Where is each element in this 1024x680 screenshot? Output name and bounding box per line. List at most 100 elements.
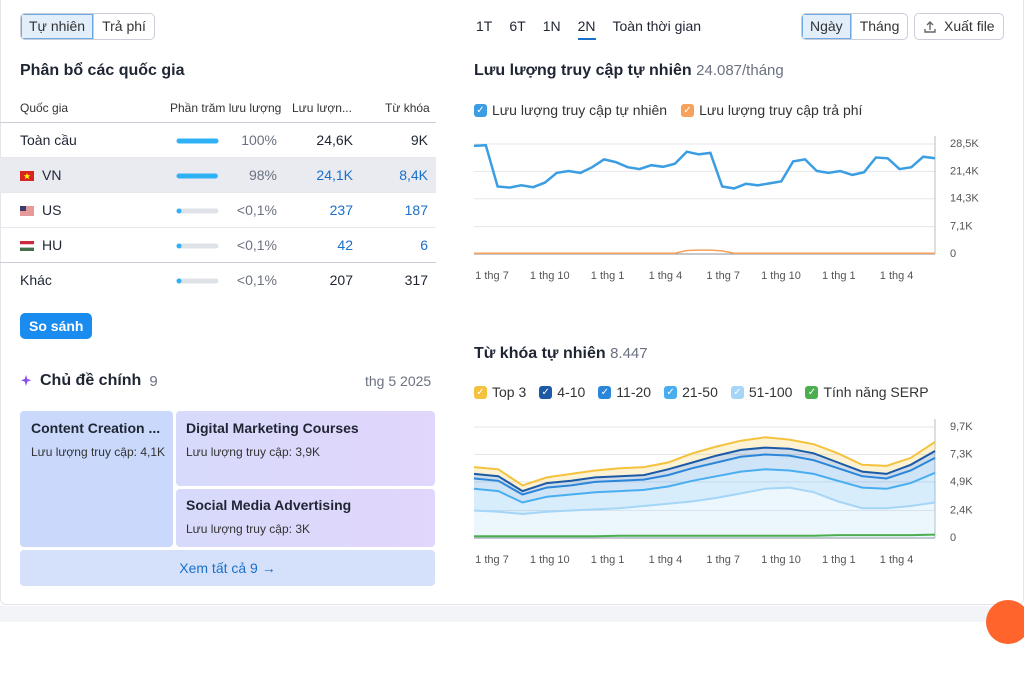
granularity-tab[interactable]: Tháng xyxy=(859,18,900,34)
traffic-value: 42 xyxy=(337,237,353,253)
sparkle-icon xyxy=(21,375,32,386)
topic-traffic: Lưu lượng truy cập: 4,1K xyxy=(31,445,166,459)
share-label: <0,1% xyxy=(236,237,277,253)
legend-item[interactable]: ✓ 51-100 xyxy=(730,384,793,400)
keywords-chart-title: Từ khóa tự nhiên xyxy=(474,345,606,362)
country-row[interactable]: US <0,1% 237 187 xyxy=(0,192,436,228)
source-tabs: Tự nhiên Trả phí xyxy=(20,13,155,40)
legend-item[interactable]: ✓ Top 3 xyxy=(474,384,526,400)
legend-label: Top 3 xyxy=(492,384,527,400)
export-label: Xuất file xyxy=(944,18,995,34)
legend-checkbox: ✓ xyxy=(474,385,487,399)
period-tab[interactable]: 1T xyxy=(476,18,493,34)
column-header: Lưu lượn... xyxy=(292,101,352,115)
traffic-value: 24,1K xyxy=(316,167,353,183)
country-row[interactable]: HU <0,1% 42 6 xyxy=(0,227,436,263)
y-tick-label: 7,3K xyxy=(950,448,973,460)
series-line xyxy=(473,436,936,487)
country-row[interactable]: VN 98% 24,1K 8,4K xyxy=(0,157,436,193)
period-tab[interactable]: 2N xyxy=(577,18,596,40)
legend-item[interactable]: ✓ Lưu lượng truy cập tự nhiên xyxy=(474,102,667,118)
chat-bubble[interactable] xyxy=(986,600,1024,644)
countries-title: Phân bổ các quốc gia xyxy=(20,62,185,79)
legend-checkbox: ✓ xyxy=(598,385,612,399)
export-button[interactable]: Xuất file xyxy=(914,13,1004,40)
keywords-value: 187 xyxy=(404,202,428,218)
area-band xyxy=(474,487,935,538)
legend-label: Lưu lượng truy cập tự nhiên xyxy=(492,102,668,118)
keywords-title: Từ khóa tự nhiên 8.447 xyxy=(474,345,648,363)
y-tick-label: 2,4K xyxy=(950,504,973,516)
country-row[interactable]: Toàn cầu 100% 24,6K 9K xyxy=(0,122,436,158)
see-all-button[interactable]: Xem tất cả 9 → xyxy=(20,550,435,586)
compare-button[interactable]: So sánh xyxy=(20,313,93,339)
topic-name: Social Media Advertising xyxy=(186,497,352,513)
flag xyxy=(20,171,34,181)
country-row[interactable]: Khác <0,1% 207 317 xyxy=(0,262,436,298)
traffic-value: 207 xyxy=(329,272,353,288)
legend-label: 4-10 xyxy=(557,384,586,400)
topic-card[interactable] xyxy=(20,411,173,547)
period-tabs: 1T 6T 1N 2N Toàn thời gian xyxy=(476,18,701,40)
column-header: Quốc gia xyxy=(20,101,69,115)
x-tick-label: 1 thg 7 xyxy=(706,270,740,282)
share-bar xyxy=(176,173,219,179)
legend-label: Lưu lượng truy cập trả phí xyxy=(699,102,863,118)
x-tick-label: 1 thg 7 xyxy=(475,270,509,282)
x-tick-label: 1 thg 10 xyxy=(761,554,801,566)
period-tab[interactable]: 6T xyxy=(509,18,526,34)
share-label: 98% xyxy=(248,167,277,183)
share-bar xyxy=(176,278,219,284)
share-label: 100% xyxy=(241,132,277,148)
legend-item[interactable]: ✓ 11-20 xyxy=(598,384,651,400)
share-bar xyxy=(176,208,219,214)
topic: Content Creation ... Lưu lượng truy cập: … xyxy=(31,420,165,459)
see-all-label: Xem tất cả 9 xyxy=(179,560,258,576)
traffic-title: Lưu lượng truy cập tự nhiên 24.087/tháng xyxy=(474,62,784,80)
topic: Digital Marketing Courses Lưu lượng truy … xyxy=(186,420,359,459)
legend-item[interactable]: ✓ Lưu lượng truy cập trả phí xyxy=(681,102,862,118)
y-tick-label: 0 xyxy=(950,248,956,260)
legend: ✓ Lưu lượng truy cập tự nhiên ✓ Lưu lượng t… xyxy=(474,102,862,118)
legend-checkbox: ✓ xyxy=(681,103,695,117)
x-tick-label: 1 thg 4 xyxy=(880,554,914,566)
keywords-chart-subtitle: 8.447 xyxy=(610,345,648,362)
share-label: <0,1% xyxy=(236,272,277,288)
granularity-tab[interactable]: Ngày xyxy=(802,14,852,39)
country-name: Toàn cầu xyxy=(20,132,77,148)
period-tab[interactable]: Toàn thời gian xyxy=(612,18,702,34)
topics-title: Chủ đề chính xyxy=(40,372,142,389)
keywords-value: 9K xyxy=(410,132,428,148)
topic: Social Media Advertising Lưu lượng truy c… xyxy=(186,497,351,536)
export-icon xyxy=(924,20,936,33)
area-band xyxy=(474,447,935,495)
series-line xyxy=(474,249,935,254)
legend-label: 21-50 xyxy=(682,384,718,400)
period-tab[interactable]: 1N xyxy=(542,18,561,34)
x-tick-label: 1 thg 10 xyxy=(761,270,801,282)
legend-item[interactable]: ✓ Tính năng SERP xyxy=(805,384,929,400)
legend-item[interactable]: ✓ 21-50 xyxy=(664,384,718,400)
legend-label: 51-100 xyxy=(748,384,793,400)
x-tick-label: 1 thg 1 xyxy=(591,270,625,282)
traffic-chart-subtitle: 24.087/tháng xyxy=(696,62,784,79)
country-name: VN xyxy=(42,167,62,183)
topic-card[interactable] xyxy=(176,411,435,486)
topic-card[interactable] xyxy=(176,489,435,547)
topic-name: Content Creation ... xyxy=(31,420,161,436)
y-tick-label: 28,5K xyxy=(950,138,979,150)
series-line xyxy=(473,468,936,504)
legend-item[interactable]: ✓ 4-10 xyxy=(539,384,585,400)
legend-checkbox: ✓ xyxy=(805,385,819,399)
legend-label: 11-20 xyxy=(616,384,652,400)
legend-checkbox: ✓ xyxy=(664,385,678,399)
country-name: US xyxy=(42,202,62,218)
topics-date: thg 5 2025 xyxy=(365,373,432,389)
legend-checkbox: ✓ xyxy=(474,103,487,117)
source-tab[interactable]: Trả phí xyxy=(102,18,146,34)
y-tick-label: 7,1K xyxy=(950,221,973,233)
x-tick-label: 1 thg 1 xyxy=(591,554,625,566)
share-bar xyxy=(176,138,219,144)
source-tab[interactable]: Tự nhiên xyxy=(21,14,95,39)
